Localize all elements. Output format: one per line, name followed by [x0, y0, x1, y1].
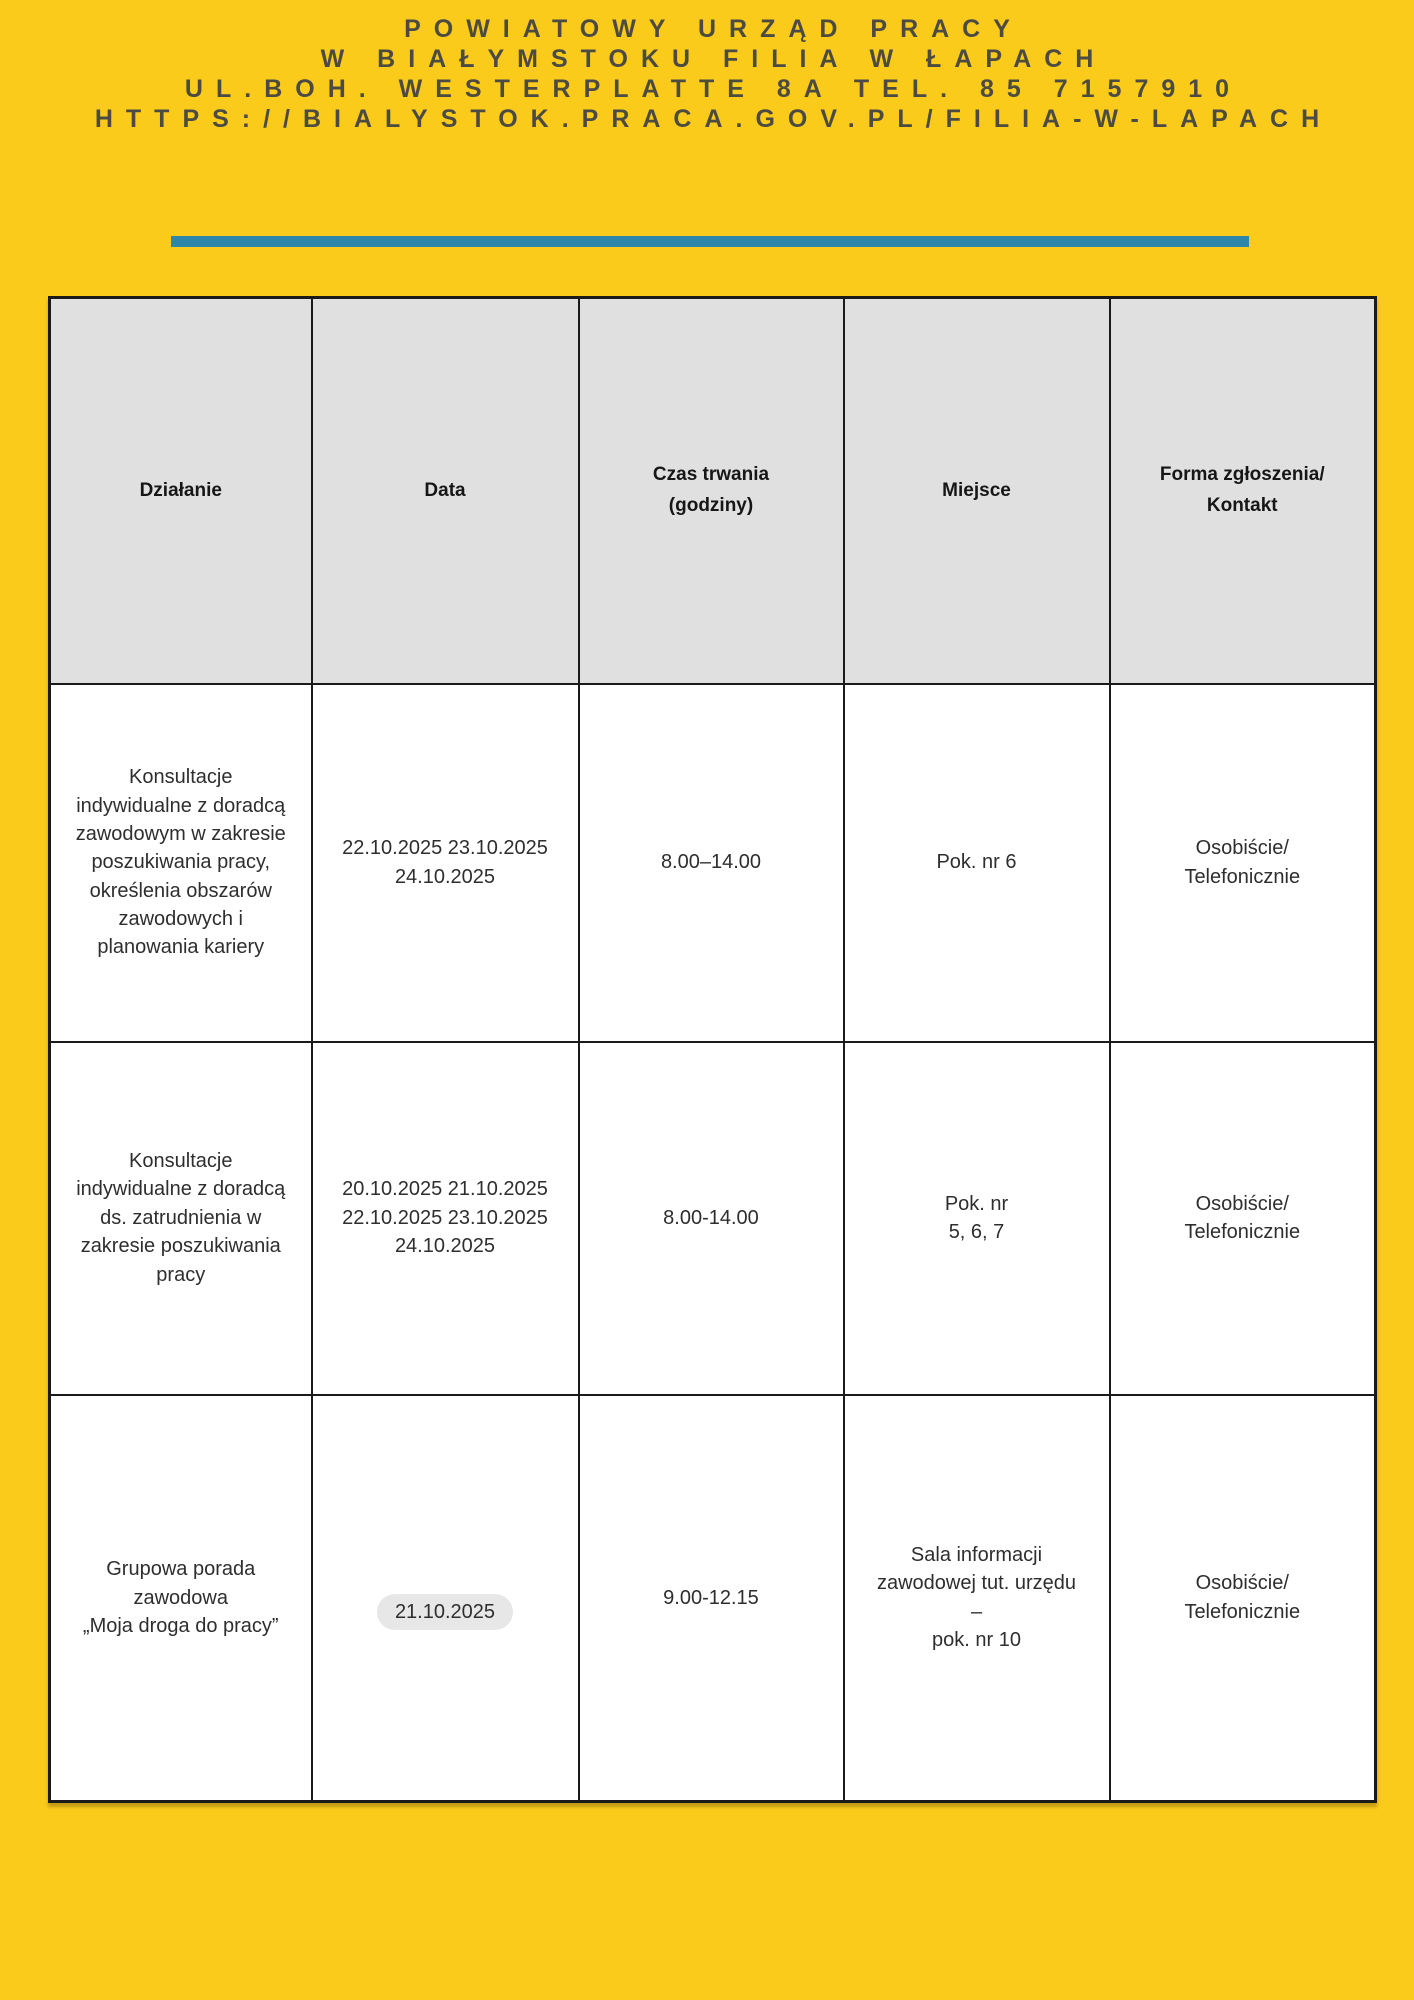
col-header-dzialanie: Działanie	[48, 296, 313, 685]
cell-czas-trwania: 8.00-14.00	[577, 1040, 845, 1396]
cell-dzialanie: Konsultacje indywidualne z doradcą zawod…	[48, 682, 313, 1043]
highlighted-date-pill: 21.10.2025	[376, 1593, 514, 1630]
website-url-line: HTTPS://BIALYSTOK.PRACA.GOV.PL/FILIA-W-L…	[94, 105, 1333, 133]
schedule-table: Działanie Data Czas trwania (godziny) Mi…	[48, 296, 1377, 1803]
cell-czas-trwania: 9.00-12.15	[577, 1393, 845, 1803]
table-header-row: Działanie Data Czas trwania (godziny) Mi…	[48, 296, 1377, 685]
cell-data: 21.10.2025	[310, 1393, 580, 1803]
cell-miejsce: Sala informacji zawodowej tut. urzędu – …	[842, 1393, 1111, 1803]
col-header-data: Data	[310, 296, 580, 685]
cell-forma: Osobiście/ Telefonicznie	[1108, 1393, 1377, 1803]
cell-czas-trwania: 8.00–14.00	[577, 682, 845, 1043]
cell-forma: Osobiście/ Telefonicznie	[1108, 1040, 1377, 1396]
cell-data: 20.10.2025 21.10.2025 22.10.2025 23.10.2…	[310, 1040, 580, 1396]
org-name-line-1: POWIATOWY URZĄD PRACY	[404, 15, 1023, 43]
org-name-line-2: W BIAŁYMSTOKU FILIA W ŁAPACH	[320, 45, 1107, 73]
col-header-czas-trwania: Czas trwania (godziny)	[577, 296, 845, 685]
teal-divider-bar	[171, 236, 1249, 247]
address-phone-line: UL.BOH. WESTERPLATTE 8A TEL. 85 7157910	[184, 75, 1243, 103]
col-header-forma-zgloszenia: Forma zgłoszenia/ Kontakt	[1108, 296, 1377, 685]
col-header-miejsce: Miejsce	[842, 296, 1111, 685]
cell-data: 22.10.2025 23.10.2025 24.10.2025	[310, 682, 580, 1043]
cell-miejsce: Pok. nr 6	[842, 682, 1111, 1043]
table-row-grupowa-porada: Grupowa porada zawodowa „Moja droga do p…	[48, 1393, 1377, 1803]
cell-dzialanie: Konsultacje indywidualne z doradcą ds. z…	[48, 1040, 313, 1396]
table-row-konsultacje-doradca-zatrudnienia: Konsultacje indywidualne z doradcą ds. z…	[48, 1040, 1377, 1396]
cell-dzialanie: Grupowa porada zawodowa „Moja droga do p…	[48, 1393, 313, 1803]
table-row-konsultacje-doradca-zawodowy: Konsultacje indywidualne z doradcą zawod…	[48, 682, 1377, 1043]
cell-miejsce: Pok. nr 5, 6, 7	[842, 1040, 1111, 1396]
cell-forma: Osobiście/ Telefonicznie	[1108, 682, 1377, 1043]
masthead: POWIATOWY URZĄD PRACY W BIAŁYMSTOKU FILI…	[0, 14, 1414, 134]
